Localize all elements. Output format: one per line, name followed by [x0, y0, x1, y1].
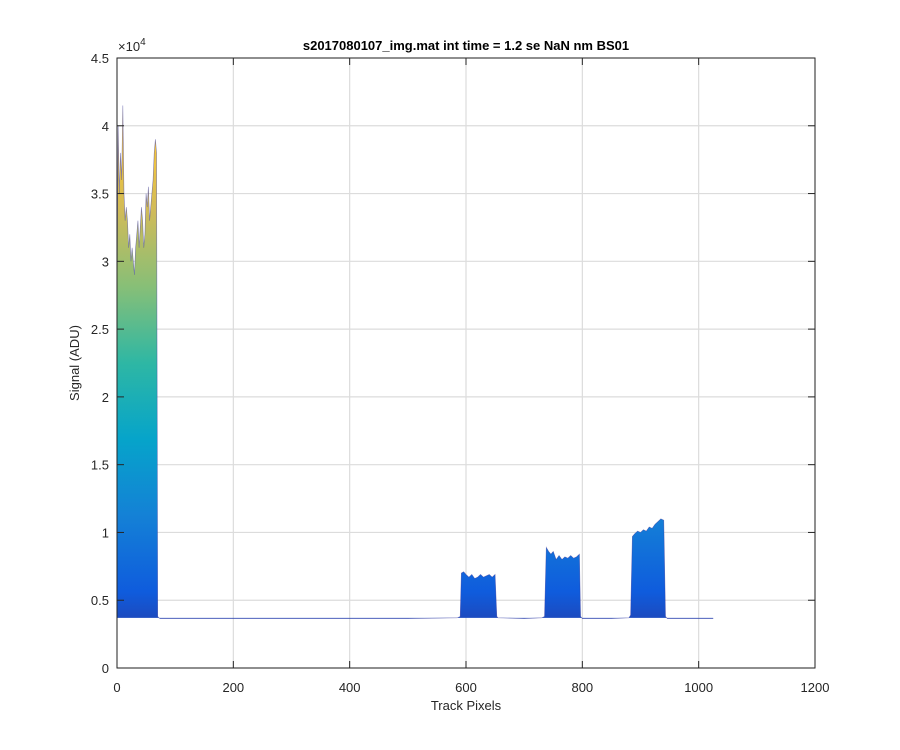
y-exponent: ×104 — [118, 37, 146, 54]
ticks — [116, 57, 816, 669]
y-tick-label: 3.5 — [91, 187, 109, 202]
x-tick-label: 1000 — [684, 680, 713, 695]
x-tick-label: 1200 — [801, 680, 830, 695]
y-tick-label: 0 — [102, 661, 109, 676]
y-tick-label: 4.5 — [91, 51, 109, 66]
data-marks — [117, 105, 714, 619]
y-tick-label: 3 — [102, 254, 109, 269]
y-tick-label: 2.5 — [91, 322, 109, 337]
y-tick-label: 4 — [102, 119, 109, 134]
x-tick-label: 0 — [113, 680, 120, 695]
y-tick-labels: 0 0.5 1 1.5 2 2.5 3 3.5 4 4.5 — [91, 51, 109, 676]
y-tick-label: 0.5 — [91, 593, 109, 608]
x-tick-label: 600 — [455, 680, 477, 695]
signal-line — [117, 105, 714, 619]
x-tick-label: 800 — [571, 680, 593, 695]
x-axis-label: Track Pixels — [431, 698, 502, 713]
chart-title: s2017080107_img.mat int time = 1.2 se Na… — [303, 38, 629, 53]
x-tick-label: 200 — [222, 680, 244, 695]
x-tick-label: 400 — [339, 680, 361, 695]
signal-area — [117, 105, 714, 619]
y-tick-label: 1 — [102, 525, 109, 540]
y-tick-label: 2 — [102, 390, 109, 405]
x-tick-labels: 0 200 400 600 800 1000 1200 — [113, 680, 829, 695]
y-tick-label: 1.5 — [91, 458, 109, 473]
y-axis-label: Signal (ADU) — [67, 325, 82, 401]
